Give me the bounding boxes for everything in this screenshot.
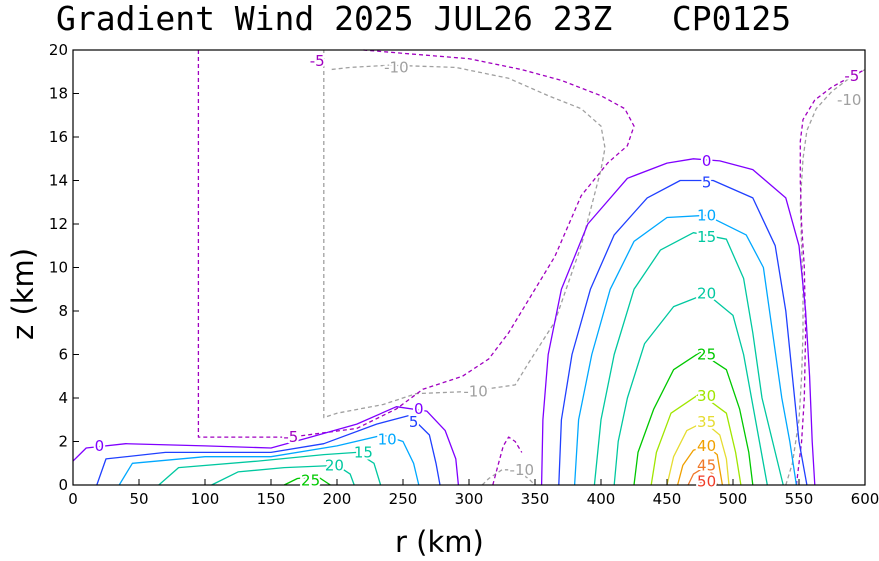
contour-line-10-11 [573,214,798,486]
contour-label: 30 [697,387,716,405]
contour-line--10-0 [323,50,606,419]
y-tick-label: 6 [58,346,68,364]
x-axis: 0 50 100 150 200 250 300 350 400 450 500 550 600 [68,479,879,508]
contour-line-30-18 [650,392,742,486]
contour-line--10-1 [481,469,536,486]
y-tick-label: 16 [49,128,68,146]
contour-line-50-22 [697,479,711,486]
contour-label: 15 [697,228,716,246]
contour-label: 0 [414,400,424,418]
y-axis-label: z (km) [6,248,40,340]
contour-line-10-10 [118,434,420,486]
contour-label: -10 [384,58,409,76]
contour-line-0-6 [72,406,460,486]
contour-label: -5 [310,52,325,70]
y-tick-label: 12 [49,215,68,233]
x-axis-label: r (km) [395,525,484,559]
contour-label: 10 [378,430,397,448]
contour-line-5-9 [558,179,808,486]
y-tick-label: 18 [49,85,68,103]
contour-label: 25 [697,346,716,364]
y-tick-label: 2 [58,433,68,451]
x-tick-label: 150 [257,490,286,508]
y-tick-label: 4 [58,389,68,407]
contour-label: -10 [510,461,535,479]
y-tick-label: 20 [49,41,68,59]
contour-line-20-15 [613,292,768,486]
x-tick-label: 350 [521,490,550,508]
y-tick-label: 8 [58,302,68,320]
chart-title: Gradient Wind 2025 JUL26 23Z CP0125 [56,0,791,38]
x-tick-label: 450 [653,490,682,508]
contour-line-5-8 [96,414,441,486]
contour-label: -10 [463,383,488,401]
contour-label: 0 [95,437,105,455]
contour-label: 20 [697,285,716,303]
contour-line-15-12 [158,451,382,486]
contour-label: 35 [697,413,716,431]
x-tick-label: 250 [389,490,418,508]
contour-line-40-20 [676,445,724,486]
x-tick-label: 200 [323,490,352,508]
y-tick-label: 0 [58,476,68,494]
contour-label: 40 [697,437,716,455]
contour-line-25-17 [633,351,754,486]
contour-label: -10 [837,91,862,109]
x-tick-label: 100 [191,490,220,508]
contour-line--5-4 [492,436,523,486]
x-tick-label: 550 [785,490,814,508]
contour-label: -5 [283,428,298,446]
x-tick-label: 300 [455,490,484,508]
contour-layer [72,49,866,486]
y-tick-label: 14 [49,172,68,190]
contour-label: 5 [409,413,419,431]
x-tick-label: 400 [587,490,616,508]
y-tick-label: 10 [49,259,68,277]
contour-label: 20 [325,456,344,474]
contour-line--5-5 [795,69,866,486]
contour-line-45-21 [687,466,718,486]
x-tick-label: 600 [851,490,879,508]
contour-line-20-14 [211,464,355,486]
contour-label: 15 [354,443,373,461]
contour-line-15-13 [593,232,784,486]
contour-label: 25 [301,472,320,490]
x-tick-label: 0 [68,490,78,508]
contour-label: -5 [844,67,859,85]
plot-frame [72,49,866,486]
contour-label: 10 [697,206,716,224]
contour-label: 5 [702,174,712,192]
x-tick-label: 500 [719,490,748,508]
contour-line--5-3 [197,49,635,438]
y-axis: 0 2 4 6 8 10 12 14 16 18 20 [49,41,79,494]
contour-label: 45 [697,456,716,474]
x-tick-label: 50 [129,490,148,508]
contour-label: 0 [702,152,712,170]
contour-label: 50 [697,473,716,491]
contour-line-35-19 [666,421,730,486]
contour-line-0-7 [540,158,816,486]
contour-line-25-16 [283,475,331,486]
